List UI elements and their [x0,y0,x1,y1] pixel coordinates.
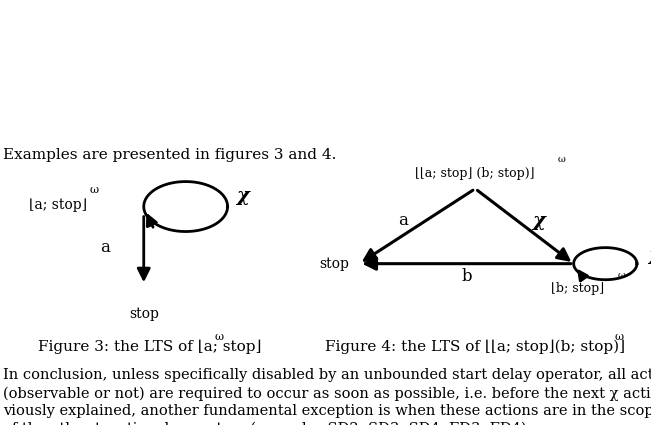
Text: a: a [398,212,408,230]
Text: ω: ω [557,155,565,164]
Text: Examples are presented in figures 3 and 4.: Examples are presented in figures 3 and … [3,148,337,162]
Text: ω: ω [614,332,623,342]
Text: ω: ω [90,185,99,196]
Text: ⌊⌊a; stop⌋ (b; stop)⌋: ⌊⌊a; stop⌋ (b; stop)⌋ [415,167,535,180]
Text: χ: χ [648,246,651,264]
Text: ⌊b; stop⌋: ⌊b; stop⌋ [551,281,603,295]
Text: Figure 4: the LTS of ⌊⌊a; stop⌋(b; stop)⌋: Figure 4: the LTS of ⌊⌊a; stop⌋(b; stop)… [325,339,626,354]
Text: In conclusion, unless specifically disabled by an unbounded start delay operator: In conclusion, unless specifically disab… [3,368,651,383]
Text: (observable or not) are required to occur as soon as possible, i.e. before the n: (observable or not) are required to occu… [3,386,651,401]
Text: χ: χ [236,187,249,205]
Text: b: b [461,268,472,285]
Text: stop: stop [129,306,159,320]
Text: Figure 3: the LTS of ⌊a; stop⌋: Figure 3: the LTS of ⌊a; stop⌋ [38,339,262,354]
Text: ω: ω [214,332,223,342]
Text: ω: ω [617,271,625,280]
Text: viously explained, another fundamental exception is when these actions are in th: viously explained, another fundamental e… [3,404,651,418]
Text: ⌊a; stop⌋: ⌊a; stop⌋ [29,198,87,212]
Text: a: a [100,239,110,256]
Text: χ: χ [532,212,545,230]
Text: of the other two timed operators (see rules SD2, SD3, SD4, FD3, FD4).: of the other two timed operators (see ru… [3,422,531,425]
Text: stop: stop [319,257,349,271]
